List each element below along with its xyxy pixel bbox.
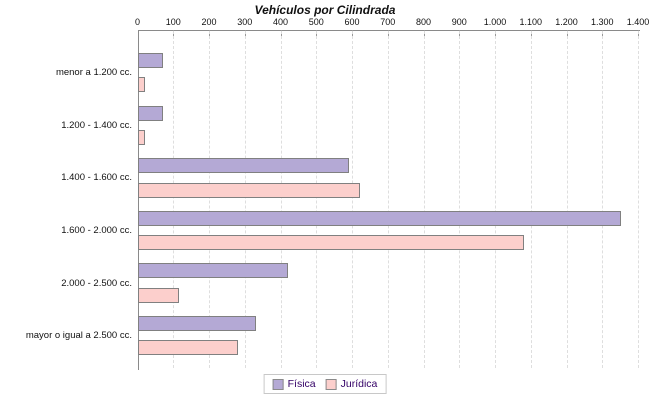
legend-swatch-icon xyxy=(272,378,284,390)
bar-juridica xyxy=(137,287,179,303)
gridline xyxy=(316,31,318,368)
bar-juridica xyxy=(137,235,524,251)
x-tick-label: 900 xyxy=(451,17,467,27)
x-tick-label: 1.000 xyxy=(483,17,507,27)
legend-label: Física xyxy=(287,378,316,390)
bar-juridica xyxy=(137,340,238,356)
y-axis-line xyxy=(137,30,139,370)
gridline xyxy=(173,31,175,368)
x-tick-label: 700 xyxy=(380,17,396,27)
bar-fisica xyxy=(137,105,163,121)
x-tick-label: 1.400 xyxy=(626,17,650,27)
bar-juridica xyxy=(137,130,145,145)
bar-fisica xyxy=(137,158,349,174)
legend-label: Jurídica xyxy=(340,378,378,390)
bar-fisica xyxy=(137,210,621,226)
legend-item: Física xyxy=(272,378,316,390)
gridline xyxy=(602,31,604,368)
legend: Física Jurídica xyxy=(263,374,387,394)
x-tick-label: 300 xyxy=(237,17,253,27)
bar-fisica xyxy=(137,316,256,331)
gridline xyxy=(280,31,282,368)
gridline xyxy=(352,31,353,368)
x-tick-label: 1.200 xyxy=(555,17,578,27)
x-tick-label: 600 xyxy=(344,17,360,27)
gridline xyxy=(387,31,389,368)
x-tick-label: 400 xyxy=(272,17,289,27)
gridline xyxy=(423,31,425,368)
x-tick-label: 200 xyxy=(201,17,217,27)
gridline xyxy=(638,31,639,368)
legend-item: Jurídica xyxy=(325,378,378,390)
legend-swatch-icon xyxy=(325,378,337,390)
bar-juridica xyxy=(137,182,360,198)
bar-fisica xyxy=(137,53,163,68)
gridline xyxy=(209,31,210,368)
gridline xyxy=(566,31,568,368)
chart-title: Vehículos por Cilindrada xyxy=(254,3,396,17)
gridline xyxy=(459,31,461,368)
bar-juridica xyxy=(137,77,145,93)
category-label: 1.400 - 1.600 cc. xyxy=(61,172,132,184)
gridline xyxy=(495,31,496,368)
category-label: 2.000 - 2.500 cc. xyxy=(61,277,132,289)
x-tick-label: 500 xyxy=(308,17,324,27)
bar-fisica xyxy=(137,263,288,279)
category-label: 1.600 - 2.000 cc. xyxy=(61,225,132,236)
x-tick-label: 1.100 xyxy=(519,17,543,27)
gridline xyxy=(244,31,246,368)
x-axis-line xyxy=(137,30,640,31)
x-tick-label: 0 xyxy=(134,17,140,27)
category-label: menor a 1.200 cc. xyxy=(55,67,132,79)
x-tick-label: 1.300 xyxy=(590,17,614,27)
x-tick-label: 100 xyxy=(165,17,181,27)
category-label: mayor o igual a 2.500 cc. xyxy=(25,330,132,342)
gridline xyxy=(530,31,532,368)
category-label: 1.200 - 1.400 cc. xyxy=(61,119,132,131)
x-tick-label: 800 xyxy=(415,17,432,27)
